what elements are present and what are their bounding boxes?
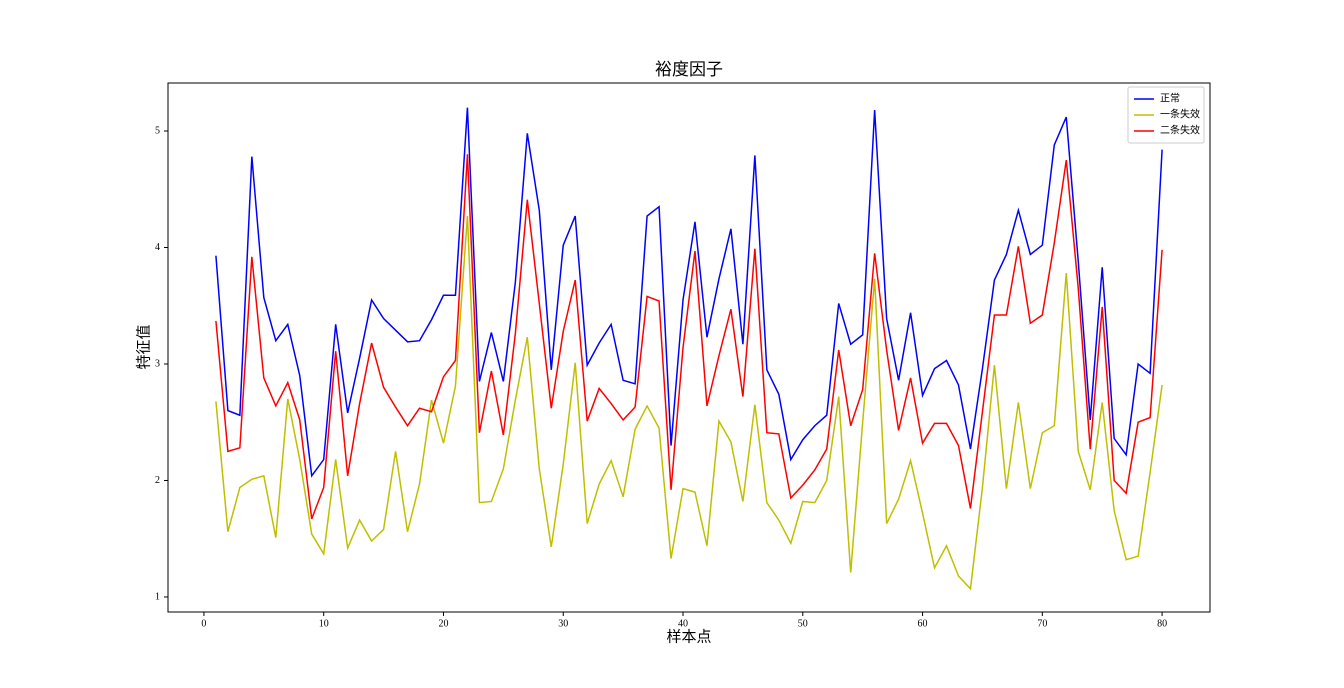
x-tick-label: 70	[1037, 618, 1047, 629]
legend-box	[1127, 86, 1205, 144]
x-tick-label: 80	[1157, 618, 1167, 629]
line-series	[215, 107, 1163, 478]
line-series	[215, 154, 1163, 520]
legend-label: 正常	[1160, 91, 1180, 104]
x-tick-label: 30	[558, 618, 568, 629]
y-tick-label: 5	[155, 125, 160, 136]
x-tick-label: 0	[201, 618, 206, 629]
x-tick-label: 40	[678, 618, 688, 629]
y-axis-label: 特征值	[135, 324, 152, 369]
x-axis-label: 样本点	[666, 628, 711, 645]
y-tick-label: 1	[155, 591, 160, 602]
plot-frame	[167, 82, 1211, 613]
legend-label: 一条失效	[1160, 107, 1200, 120]
y-tick-label: 3	[155, 358, 160, 369]
x-tick-label: 10	[319, 618, 329, 629]
legend-label: 二条失效	[1160, 123, 1200, 136]
x-tick-label: 50	[798, 618, 808, 629]
chart-title: 裕度因子	[655, 60, 723, 79]
y-tick-label: 2	[155, 475, 160, 486]
x-tick-label: 60	[918, 618, 928, 629]
line-series	[215, 215, 1163, 591]
x-tick-label: 20	[438, 618, 448, 629]
y-tick-label: 4	[155, 242, 160, 253]
